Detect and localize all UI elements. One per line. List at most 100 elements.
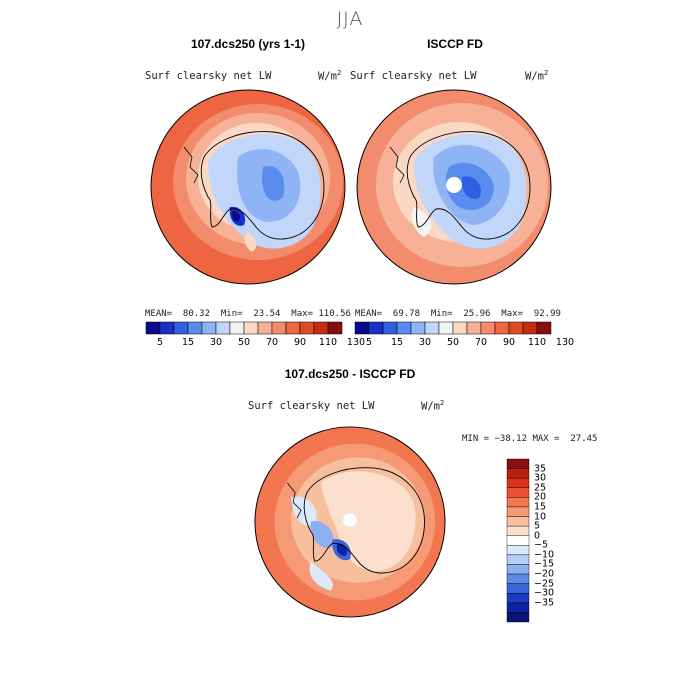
colorbar-swatch bbox=[506, 573, 530, 584]
colorbar-tick-label: 70 bbox=[474, 337, 488, 348]
colorbar-swatch bbox=[506, 602, 530, 613]
colorbar-tick-label: 70 bbox=[265, 337, 279, 348]
colorbar-swatch bbox=[506, 583, 530, 594]
colorbar-swatch bbox=[313, 321, 329, 335]
model-units-label: W/m2 bbox=[318, 69, 342, 83]
colorbar-swatch bbox=[438, 321, 454, 335]
colorbar-swatch bbox=[368, 321, 384, 335]
obs-variable-label: Surf clearsky net LW bbox=[350, 70, 477, 82]
colorbar-tick-label: 130 bbox=[346, 337, 366, 348]
colorbar-swatch bbox=[506, 487, 530, 498]
diff-polar-map bbox=[254, 426, 446, 618]
colorbar-level-label: −5 bbox=[534, 539, 549, 551]
obs-antarctica-coastline bbox=[406, 131, 531, 240]
diff-panel-title: 107.dcs250 - ISCCP FD bbox=[284, 367, 416, 381]
colorbar-swatch bbox=[536, 321, 552, 335]
colorbar-swatch bbox=[466, 321, 482, 335]
colorbar-level-label: 5 bbox=[534, 520, 541, 532]
diff-units-label: W/m2 bbox=[421, 399, 445, 413]
obs-colorbar-ticks: 5 15 30 50 70 90 110 130 bbox=[355, 337, 574, 351]
colorbar-swatch bbox=[215, 321, 231, 335]
diff-variable-label: Surf clearsky net LW bbox=[248, 400, 375, 412]
colorbar-swatch bbox=[382, 321, 398, 335]
colorbar-level-label: 10 bbox=[534, 511, 547, 523]
colorbar-level-label: −30 bbox=[534, 587, 555, 599]
colorbar-swatch bbox=[145, 321, 161, 335]
colorbar-level-label: 20 bbox=[534, 491, 547, 503]
colorbar-swatch bbox=[506, 458, 530, 469]
obs-units-label: W/m2 bbox=[525, 69, 549, 83]
colorbar-swatch bbox=[506, 535, 530, 546]
colorbar-swatch bbox=[229, 321, 245, 335]
colorbar-swatch bbox=[506, 554, 530, 565]
colorbar-swatch bbox=[354, 321, 370, 335]
figure-title: JJA bbox=[336, 8, 364, 30]
colorbar-level-label: 25 bbox=[534, 482, 547, 494]
colorbar-swatch bbox=[506, 525, 530, 536]
colorbar-level-label: −25 bbox=[534, 578, 555, 590]
colorbar-swatch bbox=[243, 321, 259, 335]
model-stats: MEAN= 80.32 Min= 23.54 Max= 110.56 bbox=[145, 309, 351, 319]
colorbar-tick-label: 5 bbox=[365, 337, 373, 348]
colorbar-swatch bbox=[506, 497, 530, 508]
colorbar-tick-label: 130 bbox=[555, 337, 575, 348]
colorbar-swatch bbox=[257, 321, 273, 335]
colorbar-swatch bbox=[452, 321, 468, 335]
colorbar-tick-label: 15 bbox=[390, 337, 404, 348]
diff-antarctica-coastline bbox=[303, 467, 425, 574]
colorbar-level-label: −35 bbox=[534, 597, 555, 609]
colorbar-swatch bbox=[506, 477, 530, 488]
diff-colorbar bbox=[506, 458, 530, 623]
colorbar-swatch bbox=[508, 321, 524, 335]
colorbar-tick-label: 50 bbox=[446, 337, 460, 348]
colorbar-swatch bbox=[494, 321, 510, 335]
colorbar-swatch bbox=[506, 506, 530, 517]
model-polar-map bbox=[150, 89, 346, 285]
colorbar-swatch bbox=[201, 321, 217, 335]
colorbar-swatch bbox=[173, 321, 189, 335]
model-colorbar-ticks: 5 15 30 50 70 90 110 130 bbox=[146, 337, 365, 351]
colorbar-swatch bbox=[396, 321, 412, 335]
diff-colorbar-labels: 35 30 25 20 15 10 5 0 −5 −10 −15 −20 −25 −30 −35 bbox=[534, 459, 574, 622]
colorbar-tick-label: 110 bbox=[318, 337, 338, 348]
colorbar-tick-label: 110 bbox=[527, 337, 547, 348]
colorbar-swatch bbox=[159, 321, 175, 335]
obs-stats: MEAN= 69.78 Min= 25.96 Max= 92.99 bbox=[355, 309, 561, 319]
colorbar-tick-label: 90 bbox=[502, 337, 516, 348]
colorbar-swatch bbox=[506, 468, 530, 479]
colorbar-swatch bbox=[424, 321, 440, 335]
colorbar-swatch bbox=[410, 321, 426, 335]
colorbar-swatch bbox=[506, 612, 530, 623]
colorbar-swatch bbox=[299, 321, 315, 335]
model-panel-title: 107.dcs250 (yrs 1-1) bbox=[190, 37, 306, 51]
colorbar-level-label: −15 bbox=[534, 558, 555, 570]
colorbar-tick-label: 30 bbox=[418, 337, 432, 348]
colorbar-level-label: −10 bbox=[534, 549, 555, 561]
colorbar-swatch bbox=[506, 545, 530, 556]
colorbar-level-label: 0 bbox=[534, 530, 541, 542]
colorbar-swatch bbox=[480, 321, 496, 335]
obs-colorbar bbox=[354, 321, 552, 335]
colorbar-level-label: 30 bbox=[534, 472, 547, 484]
model-colorbar bbox=[145, 321, 343, 335]
colorbar-level-label: 15 bbox=[534, 501, 547, 513]
colorbar-swatch bbox=[506, 516, 530, 527]
colorbar-tick-label: 90 bbox=[293, 337, 307, 348]
colorbar-swatch bbox=[506, 593, 530, 604]
obs-polar-map bbox=[356, 89, 552, 285]
model-variable-label: Surf clearsky net LW bbox=[145, 70, 272, 82]
colorbar-swatch bbox=[271, 321, 287, 335]
diff-pole-missing-data bbox=[343, 513, 357, 527]
diff-stats: MIN = −38.12 MAX = 27.45 bbox=[462, 434, 598, 444]
colorbar-swatch bbox=[187, 321, 203, 335]
colorbar-tick-label: 15 bbox=[181, 337, 195, 348]
colorbar-swatch bbox=[327, 321, 343, 335]
colorbar-level-label: −20 bbox=[534, 568, 555, 580]
obs-panel-title: ISCCP FD bbox=[427, 37, 483, 51]
colorbar-tick-label: 5 bbox=[156, 337, 164, 348]
model-antarctica-coastline bbox=[200, 131, 325, 240]
obs-pole-missing-data bbox=[446, 177, 462, 193]
colorbar-swatch bbox=[285, 321, 301, 335]
colorbar-swatch bbox=[522, 321, 538, 335]
colorbar-tick-label: 30 bbox=[209, 337, 223, 348]
